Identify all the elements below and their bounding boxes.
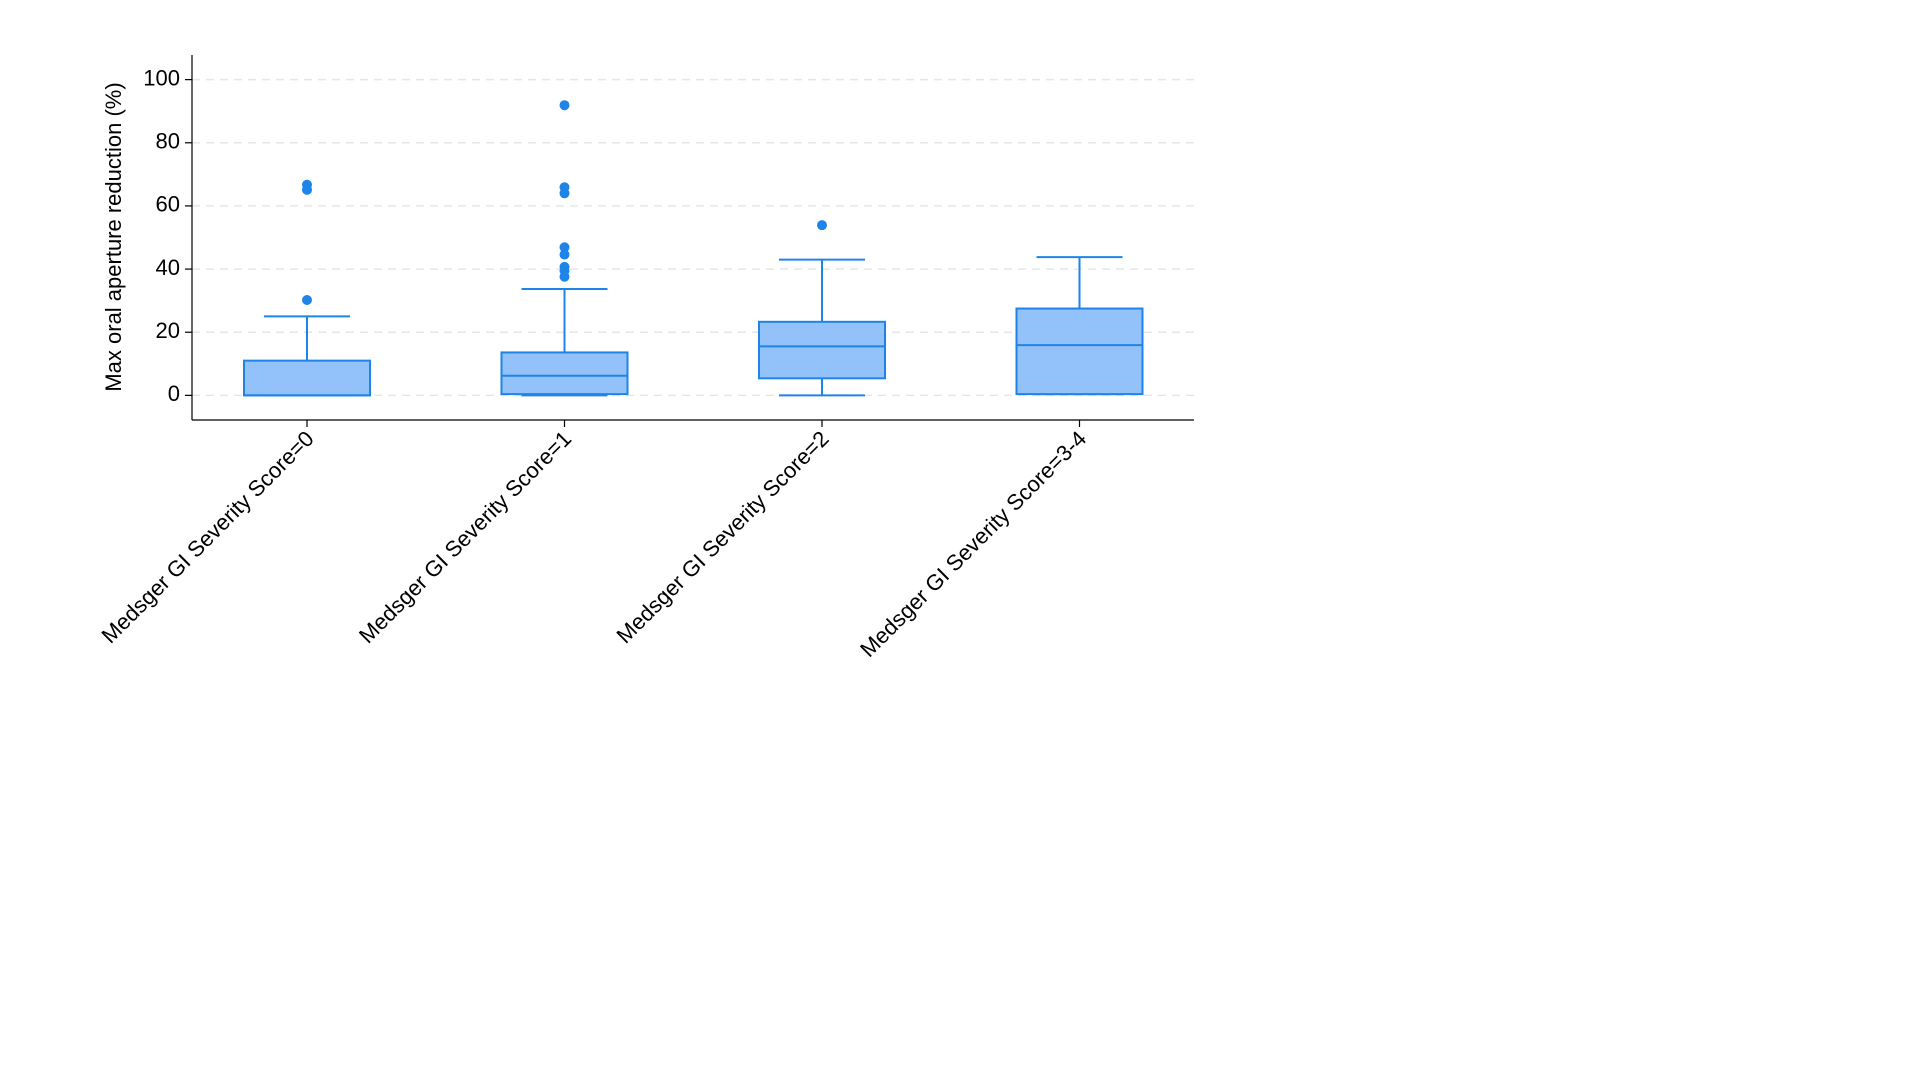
x-tick-label: Medsger GI Severity Score=1 (354, 426, 576, 648)
y-axis-label: Max oral aperture reduction (%) (101, 82, 126, 391)
box (500, 351, 629, 396)
outlier (559, 261, 570, 272)
outlier (817, 220, 827, 231)
y-tick-label: 60 (156, 192, 180, 217)
outlier (302, 295, 312, 306)
y-tick-label: 40 (156, 255, 180, 280)
x-tick-label: Medsger GI Severity Score=2 (611, 426, 833, 648)
y-tick-label: 80 (156, 129, 180, 154)
outlier (559, 100, 570, 111)
x-tick-label: Medsger GI Severity Score=0 (96, 426, 318, 648)
outlier (302, 179, 312, 190)
y-tick-label: 0 (168, 381, 180, 406)
box (1015, 307, 1144, 396)
outlier (559, 242, 570, 253)
x-tick-label: Medsger GI Severity Score=3-4 (855, 426, 1091, 662)
outlier (559, 182, 570, 193)
outlier (559, 249, 570, 260)
box (243, 359, 371, 397)
y-tick-label: 20 (156, 318, 180, 343)
y-tick-label: 100 (143, 65, 180, 90)
box (758, 320, 886, 380)
